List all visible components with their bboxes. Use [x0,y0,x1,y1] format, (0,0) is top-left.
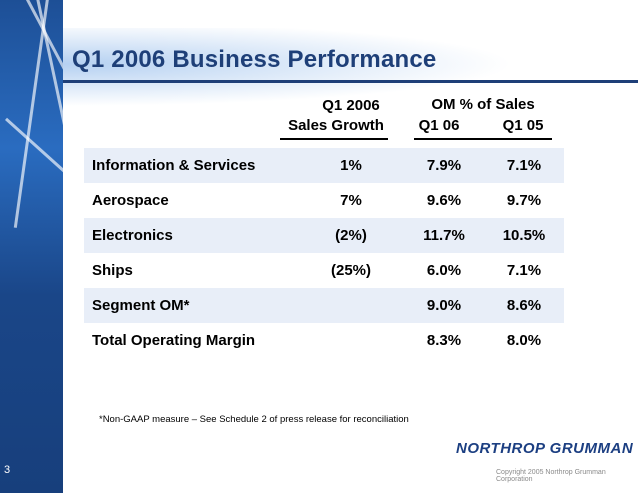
header-q106: Q1 06 [418,117,460,134]
row-om-q105: 8.0% [506,332,542,349]
row-om-q106: 8.3% [426,332,462,349]
row-sales-growth: (25%) [330,262,371,279]
decorative-side-band [0,0,63,493]
row-om-q105: 9.7% [506,192,542,209]
row-sales-growth: 1% [340,157,362,174]
row-sales-growth: (2%) [335,227,367,244]
row-om-q105: 7.1% [506,157,542,174]
row-om-q105: 7.1% [506,262,542,279]
footnote: *Non-GAAP measure – See Schedule 2 of pr… [99,414,409,425]
row-om-q106: 6.0% [426,262,462,279]
row-label: Information & Services [92,157,256,174]
row-sales-growth: 7% [340,192,362,209]
copyright-notice: Copyright 2005 Northrop Grumman Corporat… [496,469,606,483]
table-row: Electronics (2%) 11.7% 10.5% [84,218,564,253]
row-om-q105: 10.5% [502,227,546,244]
company-logo: NORTHROP GRUMMAN [456,440,634,457]
header-om-rule [414,138,552,140]
row-label: Electronics [92,227,173,244]
title-glow [63,28,638,118]
light-ray [10,0,63,200]
row-om-q106: 11.7% [423,227,465,244]
row-om-q106: 7.9% [426,157,462,174]
row-label: Segment OM* [92,297,190,314]
header-growth-line2: Sales Growth [288,117,384,134]
row-om-q106: 9.6% [426,192,462,209]
slide-title: Q1 2006 Business Performance [72,46,437,73]
row-label: Ships [92,262,133,279]
row-label: Total Operating Margin [92,332,256,349]
header-om: OM % of Sales [431,96,535,113]
header-growth-rule [280,138,388,140]
header-q105: Q1 05 [502,117,544,134]
table-row: Ships (25%) 6.0% 7.1% [84,253,564,288]
table-row: Total Operating Margin 8.3% 8.0% [84,323,564,358]
row-label: Aerospace [92,192,169,209]
page-number: 3 [4,464,11,476]
table-row: Information & Services 1% 7.9% 7.1% [84,148,564,183]
title-rule [63,80,638,83]
row-om-q105: 8.6% [506,297,542,314]
header-growth-line1: Q1 2006 [322,97,380,114]
table-row: Aerospace 7% 9.6% 9.7% [84,183,564,218]
row-om-q106: 9.0% [426,297,462,314]
light-ray [5,117,63,294]
light-ray [30,0,63,225]
table-row: Segment OM* 9.0% 8.6% [84,288,564,323]
